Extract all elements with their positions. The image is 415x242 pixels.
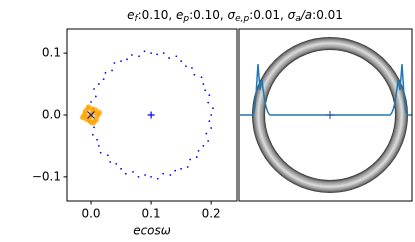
data-point: [90, 101, 92, 103]
data-point: [169, 174, 172, 176]
ring-image: [252, 37, 408, 193]
data-point: [86, 104, 92, 110]
title-part: :0.01: [312, 8, 343, 22]
data-point: [202, 145, 205, 147]
data-point: [204, 89, 207, 92]
data-point: [210, 114, 213, 116]
data-point: [144, 174, 146, 176]
data-point: [104, 72, 107, 74]
data-point: [205, 132, 208, 135]
data-point: [96, 138, 98, 141]
data-point: [132, 171, 134, 173]
title-part: /a: [300, 8, 312, 22]
data-point: [97, 83, 100, 85]
title-part: :0.10,: [189, 8, 227, 22]
data-point: [191, 67, 193, 69]
title-part: :0.01,: [249, 8, 287, 22]
data-point: [150, 52, 152, 55]
y-tick-label: 0.0: [42, 108, 61, 122]
data-point: [193, 73, 196, 76]
data-point: [97, 145, 100, 147]
data-point: [130, 54, 133, 56]
title-part: e,p: [235, 14, 249, 24]
x-tick-label: 0.1: [142, 207, 161, 221]
data-point: [162, 52, 165, 55]
title-part: e: [176, 8, 183, 22]
data-point: [208, 94, 211, 97]
data-point: [189, 158, 192, 161]
data-point: [99, 151, 102, 154]
data-point: [156, 53, 159, 56]
data-point: [80, 114, 86, 121]
title-part: :0.10,: [138, 8, 176, 22]
data-point: [93, 88, 95, 90]
data-point: [113, 62, 116, 64]
data-point: [185, 65, 187, 68]
data-point: [83, 108, 89, 114]
title-part: p: [182, 14, 189, 24]
data-point: [186, 166, 189, 168]
title-part: e: [127, 8, 134, 22]
x-axis-label: ecosω: [133, 224, 171, 238]
y-tick-label: 0.1: [42, 46, 61, 60]
data-point: [212, 107, 214, 110]
data-point: [120, 167, 122, 170]
data-point: [138, 55, 140, 58]
data-point: [115, 162, 118, 165]
data-point: [90, 120, 97, 126]
right-axes: [238, 28, 413, 202]
title-part: σ: [228, 8, 236, 22]
data-point: [200, 76, 203, 79]
data-point: [208, 120, 211, 123]
title-part: a: [295, 14, 301, 24]
data-point: [180, 60, 183, 63]
data-point: [111, 69, 113, 72]
data-point: [150, 175, 152, 178]
data-point: [174, 169, 177, 172]
data-point: [180, 167, 183, 170]
data-point: [102, 78, 105, 81]
data-point: [207, 101, 210, 104]
chart-title: ef:0.10, ep:0.10, σe,p:0.01, σa/a:0.01: [127, 8, 343, 24]
data-point: [197, 149, 200, 152]
title-part: f: [134, 14, 139, 24]
data-point: [195, 156, 198, 158]
data-point: [94, 95, 97, 98]
title-part: σ: [288, 8, 296, 22]
data-point: [202, 83, 205, 85]
data-point: [175, 55, 178, 58]
data-point: [137, 175, 140, 178]
data-point: [106, 154, 109, 157]
marker: [87, 111, 95, 119]
data-point: [207, 140, 210, 142]
marker: [147, 111, 155, 119]
x-tick-label: 0.2: [202, 207, 221, 221]
data-point: [143, 50, 146, 53]
data-point: [168, 57, 171, 59]
data-point: [126, 58, 128, 61]
data-point: [91, 133, 94, 136]
data-point: [210, 127, 213, 129]
center-marker: [326, 111, 334, 119]
data-point: [120, 60, 122, 63]
data-point: [156, 177, 159, 180]
data-point: [96, 109, 103, 116]
data-point: [109, 161, 112, 163]
data-point: [162, 172, 165, 175]
y-tick-label: −0.1: [32, 169, 61, 183]
data-point: [124, 172, 127, 175]
x-tick-label: 0.0: [81, 207, 100, 221]
data-point: [93, 126, 95, 129]
